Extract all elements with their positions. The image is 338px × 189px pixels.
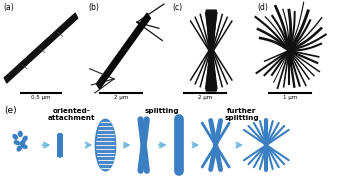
Polygon shape (96, 13, 150, 89)
Bar (57, 134, 60, 156)
Ellipse shape (23, 136, 27, 141)
Bar (61, 134, 63, 156)
Ellipse shape (13, 135, 17, 139)
Bar (58, 133, 61, 157)
Ellipse shape (21, 140, 25, 145)
Polygon shape (206, 10, 216, 91)
Text: 0.5 μm: 0.5 μm (31, 95, 50, 100)
Bar (59, 133, 62, 157)
Ellipse shape (14, 141, 20, 145)
Polygon shape (95, 119, 116, 171)
Text: (d): (d) (257, 3, 268, 12)
Bar (58, 133, 60, 157)
Text: splitting: splitting (144, 108, 179, 114)
Text: (a): (a) (3, 3, 14, 12)
Text: (c): (c) (172, 3, 183, 12)
Text: 2 μm: 2 μm (198, 95, 213, 100)
Polygon shape (4, 13, 78, 83)
Text: (e): (e) (4, 106, 17, 115)
Ellipse shape (22, 145, 27, 148)
Text: (b): (b) (88, 3, 99, 12)
Text: further
splitting: further splitting (224, 108, 259, 121)
Bar (60, 133, 63, 157)
Text: 1 μm: 1 μm (283, 95, 297, 100)
Ellipse shape (17, 146, 21, 151)
Ellipse shape (18, 131, 22, 136)
Bar (59, 133, 62, 157)
Text: 2 μm: 2 μm (114, 95, 128, 100)
Text: oriented-
attachment: oriented- attachment (48, 108, 95, 121)
